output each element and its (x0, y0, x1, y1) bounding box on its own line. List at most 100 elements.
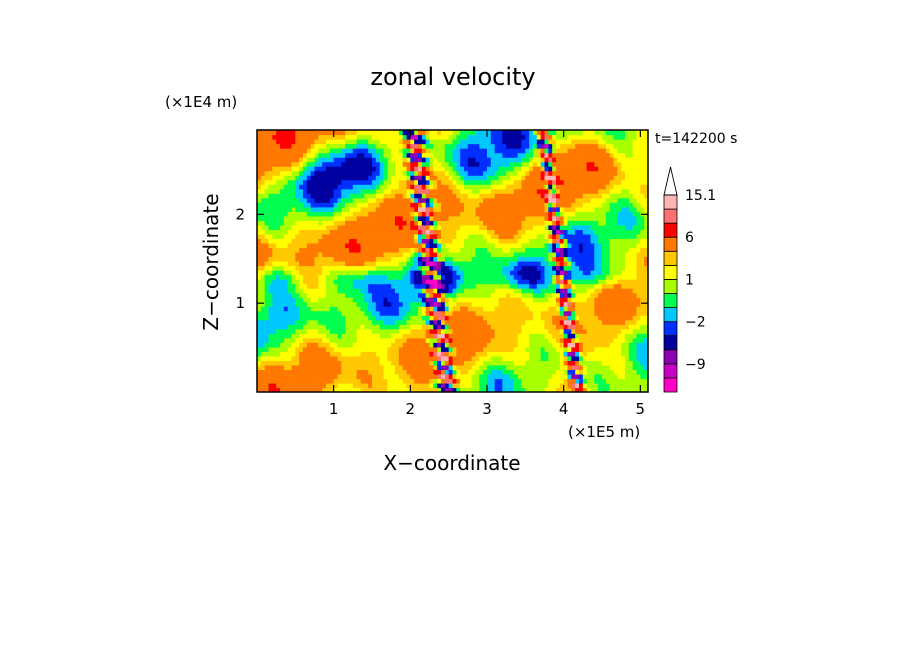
heatmap-cell (329, 315, 335, 321)
heatmap-cell (345, 382, 350, 389)
heatmap-cell (464, 143, 469, 149)
heatmap-cell (287, 220, 293, 226)
heatmap-cell (268, 261, 273, 267)
heatmap-cell (452, 229, 457, 235)
heatmap-cell (329, 279, 335, 285)
heatmap-cell (579, 297, 584, 303)
heatmap-cell (318, 143, 323, 149)
heatmap-cell (398, 306, 404, 312)
heatmap-cell (490, 351, 496, 357)
heatmap-cell (448, 220, 454, 226)
heatmap-cell (406, 215, 411, 221)
heatmap-cell (375, 292, 381, 298)
heatmap-cell (345, 134, 350, 140)
heatmap-cell (540, 324, 546, 330)
heatmap-cell (429, 166, 434, 172)
heatmap-cell (452, 202, 457, 208)
heatmap-cell (272, 247, 277, 253)
heatmap-cell (287, 261, 293, 267)
heatmap-cell (318, 315, 323, 321)
heatmap-cell (525, 247, 530, 253)
heatmap-cell (318, 229, 323, 235)
heatmap-cell (437, 175, 442, 181)
heatmap-cell (257, 215, 262, 221)
heatmap-cell (372, 197, 377, 203)
heatmap-cell (421, 211, 427, 217)
heatmap-cell (441, 247, 446, 253)
heatmap-cell (425, 148, 431, 154)
heatmap-cell (387, 188, 392, 194)
heatmap-cell (529, 306, 534, 312)
heatmap-cell (548, 261, 553, 267)
heatmap-cell (429, 328, 434, 334)
heatmap-cell (287, 148, 293, 154)
heatmap-cell (433, 355, 438, 361)
heatmap-cell (483, 247, 488, 253)
heatmap-cell (552, 315, 557, 321)
heatmap-cell (460, 351, 465, 357)
heatmap-cell (414, 387, 419, 392)
heatmap-cell (345, 206, 350, 212)
heatmap-cell (467, 373, 473, 380)
heatmap-cell (268, 148, 273, 154)
heatmap-cell (456, 175, 461, 181)
heatmap-cell (303, 238, 308, 244)
heatmap-cell (479, 148, 484, 154)
heatmap-cell (398, 256, 404, 262)
heatmap-cell (306, 179, 312, 185)
heatmap-cell (544, 220, 549, 226)
heatmap-cell (379, 188, 385, 194)
heatmap-cell (513, 193, 519, 199)
heatmap-cell (345, 333, 350, 339)
heatmap-cell (456, 229, 461, 235)
heatmap-cell (352, 247, 358, 253)
heatmap-cell (295, 206, 300, 212)
heatmap-cell (318, 206, 323, 212)
heatmap-cell (299, 297, 304, 303)
heatmap-cell (268, 179, 273, 185)
heatmap-cell (333, 364, 339, 371)
heatmap-cell (460, 256, 465, 262)
heatmap-cell (548, 233, 553, 240)
heatmap-cell (337, 242, 342, 249)
heatmap-cell (517, 382, 523, 389)
heatmap-cell (475, 152, 480, 158)
heatmap-cell (506, 229, 511, 235)
heatmap-cell (540, 148, 546, 154)
heatmap-cell (326, 224, 331, 230)
heatmap-cell (544, 130, 549, 136)
heatmap-cell (326, 274, 331, 280)
heatmap-cell (536, 351, 542, 357)
heatmap-cell (310, 265, 316, 271)
heatmap-cell (257, 324, 262, 330)
heatmap-cell (444, 175, 450, 181)
heatmap-cell (322, 382, 327, 389)
heatmap-cell (341, 139, 346, 145)
heatmap-cell (513, 364, 519, 371)
heatmap-cell (517, 355, 523, 361)
heatmap-cell (498, 224, 503, 230)
heatmap-cell (548, 337, 553, 343)
heatmap-cell (299, 279, 304, 285)
heatmap-cell (295, 306, 300, 312)
heatmap-cell (479, 238, 484, 244)
heatmap-cell (437, 179, 442, 185)
heatmap-cell (295, 197, 300, 203)
heatmap-cell (556, 256, 561, 262)
heatmap-cell (502, 306, 507, 312)
heatmap-cell (533, 130, 538, 136)
heatmap-cell (544, 387, 549, 392)
heatmap-cell (579, 310, 584, 316)
heatmap-cell (379, 387, 385, 392)
heatmap-cell (471, 148, 477, 154)
heatmap-cell (379, 315, 385, 321)
heatmap-cell (452, 242, 457, 249)
heatmap-cell (421, 279, 427, 285)
heatmap-cell (276, 324, 281, 330)
heatmap-cell (433, 215, 438, 221)
heatmap-cell (395, 265, 400, 271)
heatmap-cell (429, 382, 434, 389)
heatmap-cell (483, 373, 488, 380)
heatmap-cell (536, 261, 542, 267)
heatmap-cell (398, 242, 404, 249)
